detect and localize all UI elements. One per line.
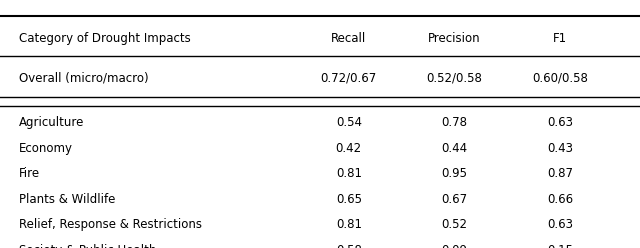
Text: 0.87: 0.87 bbox=[547, 167, 573, 180]
Text: 0.43: 0.43 bbox=[547, 142, 573, 155]
Text: 0.72/0.67: 0.72/0.67 bbox=[321, 72, 377, 85]
Text: Agriculture: Agriculture bbox=[19, 116, 84, 129]
Text: 0.65: 0.65 bbox=[336, 193, 362, 206]
Text: 0.95: 0.95 bbox=[442, 167, 467, 180]
Text: Fire: Fire bbox=[19, 167, 40, 180]
Text: 0.44: 0.44 bbox=[442, 142, 467, 155]
Text: Economy: Economy bbox=[19, 142, 73, 155]
Text: 0.81: 0.81 bbox=[336, 167, 362, 180]
Text: Society & Public Health: Society & Public Health bbox=[19, 244, 157, 248]
Text: Relief, Response & Restrictions: Relief, Response & Restrictions bbox=[19, 218, 202, 231]
Text: Precision: Precision bbox=[428, 32, 481, 45]
Text: 0.42: 0.42 bbox=[336, 142, 362, 155]
Text: 0.63: 0.63 bbox=[547, 116, 573, 129]
Text: 0.67: 0.67 bbox=[442, 193, 467, 206]
Text: Plants & Wildlife: Plants & Wildlife bbox=[19, 193, 116, 206]
Text: 0.09: 0.09 bbox=[442, 244, 467, 248]
Text: 0.60/0.58: 0.60/0.58 bbox=[532, 72, 588, 85]
Text: 0.78: 0.78 bbox=[442, 116, 467, 129]
Text: F1: F1 bbox=[553, 32, 567, 45]
Text: 0.66: 0.66 bbox=[547, 193, 573, 206]
Text: 0.52: 0.52 bbox=[442, 218, 467, 231]
Text: Overall (micro/macro): Overall (micro/macro) bbox=[19, 72, 149, 85]
Text: 0.63: 0.63 bbox=[547, 218, 573, 231]
Text: 0.54: 0.54 bbox=[336, 116, 362, 129]
Text: 0.15: 0.15 bbox=[547, 244, 573, 248]
Text: 0.81: 0.81 bbox=[336, 218, 362, 231]
Text: Recall: Recall bbox=[331, 32, 367, 45]
Text: Category of Drought Impacts: Category of Drought Impacts bbox=[19, 32, 191, 45]
Text: 0.58: 0.58 bbox=[336, 244, 362, 248]
Text: 0.52/0.58: 0.52/0.58 bbox=[426, 72, 483, 85]
